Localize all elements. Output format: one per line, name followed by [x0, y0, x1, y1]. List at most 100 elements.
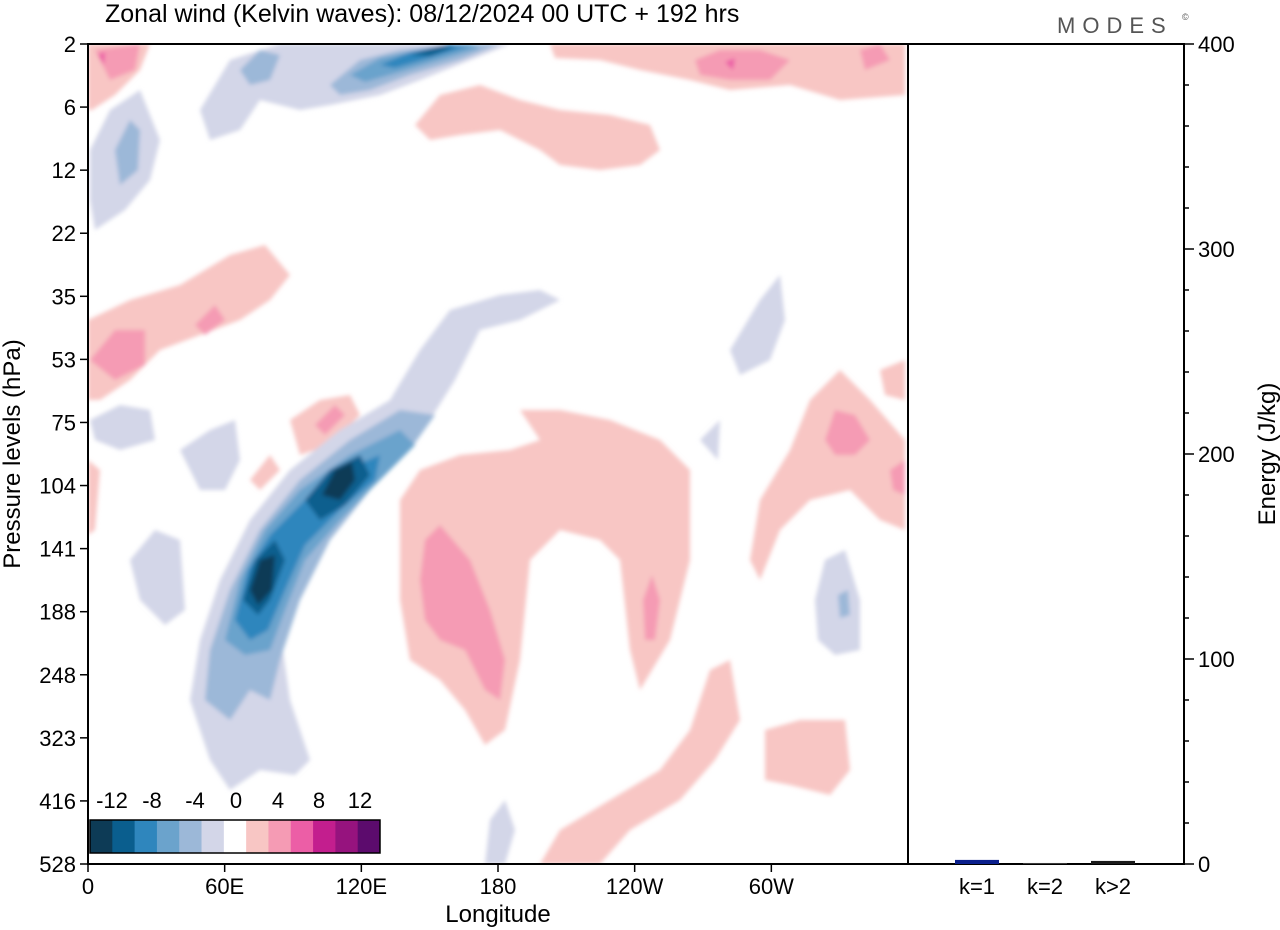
pressure-tick-label: 416 — [39, 789, 76, 814]
brand-logo: MODES — [1057, 13, 1173, 38]
contour-neg-top-left-inner — [115, 120, 140, 185]
pressure-axis: 2 6 12 22 35 53 75 104 141 188 248 323 416 528 — [39, 32, 88, 877]
energy-category-label: k>2 — [1095, 874, 1131, 899]
contour-neg-right — [815, 550, 860, 655]
contour-pos-right — [750, 370, 905, 580]
contour-pos-diag-inner-2 — [195, 305, 225, 335]
colorbar: -12 -8 -4 0 4 8 12 — [89, 788, 381, 854]
colorbar-swatches — [90, 820, 381, 853]
contour-pos-top-right-core — [725, 58, 735, 70]
energy-bar-chart: 0 100 200 300 400 k=1 k=2 k>2 Energy (J/kg) — [907, 32, 1280, 899]
contour-pos-diag-inner-1 — [90, 330, 145, 380]
colorbar-label-0: -12 — [96, 788, 128, 813]
contour-pos-small-3 — [88, 460, 100, 535]
longitude-tick-label: 60E — [205, 874, 244, 899]
contour-pos-top-left-inner — [95, 44, 140, 80]
chart-title: Zonal wind (Kelvin waves): 08/12/2024 00… — [105, 0, 739, 28]
contour-neg-top-level-4 — [380, 44, 470, 68]
colorbar-swatch-1 — [112, 820, 136, 853]
colorbar-swatch-11 — [335, 820, 359, 853]
longitude-axis: 0 60E 120E 180 120W 60W — [82, 864, 794, 899]
contour-pos-top-right-inner — [695, 50, 790, 80]
colorbar-label-1: -8 — [142, 788, 162, 813]
pressure-tick-label: 248 — [39, 663, 76, 688]
contour-pos-center-inner — [420, 525, 505, 700]
contour-neg-bottom — [485, 800, 515, 864]
colorbar-label-6: 12 — [348, 788, 372, 813]
pressure-tick-label: 188 — [39, 600, 76, 625]
contour-pos-center-inner-2 — [643, 575, 660, 640]
pressure-tick-label: 6 — [64, 95, 76, 120]
longitude-tick-label: 180 — [480, 874, 517, 899]
colorbar-label-5: 8 — [313, 788, 325, 813]
contour-pos-small-inner — [315, 405, 345, 435]
colorbar-label-2: -4 — [185, 788, 205, 813]
contour-pos-right-edge-inner — [890, 460, 905, 495]
contour-pos-bottom-right — [765, 720, 850, 795]
energy-category-label: k=1 — [959, 874, 995, 899]
colorbar-frame — [89, 819, 381, 854]
contour-pos-top-left-core — [98, 52, 105, 65]
contour-neg-top-level-3 — [350, 44, 480, 82]
longitude-tick-label: 60W — [749, 874, 794, 899]
contour-pos-bottom — [540, 660, 740, 864]
brand-mark: © — [1182, 12, 1189, 22]
pressure-tick-label: 141 — [39, 537, 76, 562]
longitude-tick-label: 120W — [606, 874, 664, 899]
contour-neg-right-edge — [700, 420, 720, 460]
pressure-tick-label: 22 — [52, 221, 76, 246]
pressure-tick-label: 12 — [52, 158, 76, 183]
contour-pos-right-edge — [880, 360, 905, 400]
colorbar-label-4: 4 — [272, 788, 284, 813]
x-axis-label: Longitude — [445, 901, 550, 928]
contour-pos-top-mid — [415, 85, 660, 170]
contour-neg-top-level-2b — [330, 44, 500, 95]
pressure-tick-label: 53 — [52, 347, 76, 372]
colorbar-swatch-7 — [246, 820, 269, 853]
energy-bar — [1023, 862, 1067, 864]
colorbar-swatch-3 — [156, 820, 180, 853]
pressure-tick-label: 2 — [64, 32, 76, 57]
energy-tick-label: 400 — [1198, 32, 1235, 57]
energy-tick-label: 300 — [1198, 237, 1235, 262]
colorbar-swatch-10 — [313, 820, 336, 853]
pressure-tick-label: 75 — [52, 410, 76, 435]
energy-frame — [907, 43, 1185, 865]
colorbar-swatch-6 — [223, 820, 247, 853]
hovmoller-heatmap — [88, 44, 908, 864]
contour-fields — [88, 44, 905, 864]
energy-axis-label: Energy (J/kg) — [1254, 383, 1280, 526]
energy-categories: k=1 k=2 k>2 — [959, 874, 1131, 899]
pressure-tick-label: 35 — [52, 284, 76, 309]
energy-bars — [955, 859, 1135, 864]
pressure-tick-label: 323 — [39, 726, 76, 751]
energy-category-label: k=2 — [1027, 874, 1063, 899]
energy-axis: 0 100 200 300 400 — [1184, 32, 1235, 877]
colorbar-swatch-12 — [357, 820, 381, 853]
contour-pos-right-inner — [825, 410, 870, 455]
contour-neg-top-level-2 — [240, 50, 280, 85]
contour-neg-right-upper — [730, 275, 785, 375]
contour-neg-main — [190, 290, 560, 790]
contour-neg-top-level-5 — [410, 46, 455, 56]
contour-pos-small-2 — [250, 455, 280, 490]
contour-neg-lower-mid — [180, 420, 240, 490]
y-axis-label: Pressure levels (hPa) — [0, 339, 26, 568]
pressure-tick-label: 104 — [39, 474, 76, 499]
colorbar-swatch-8 — [268, 820, 292, 853]
colorbar-swatch-9 — [290, 820, 314, 853]
energy-tick-label: 200 — [1198, 442, 1235, 467]
energy-bar — [955, 859, 999, 864]
contour-neg-core-2 — [322, 462, 355, 500]
longitude-tick-label: 120E — [336, 874, 387, 899]
energy-tick-label: 100 — [1198, 647, 1235, 672]
colorbar-swatch-4 — [179, 820, 202, 853]
contour-neg-left-lower — [130, 530, 185, 625]
colorbar-swatch-0 — [90, 820, 113, 853]
contour-pos-top-right-inner-2 — [860, 44, 890, 70]
contour-neg-left-mid — [90, 405, 155, 450]
pressure-tick-label: 528 — [39, 852, 76, 877]
colorbar-swatch-2 — [134, 820, 158, 853]
contour-neg-core-1 — [250, 555, 275, 605]
